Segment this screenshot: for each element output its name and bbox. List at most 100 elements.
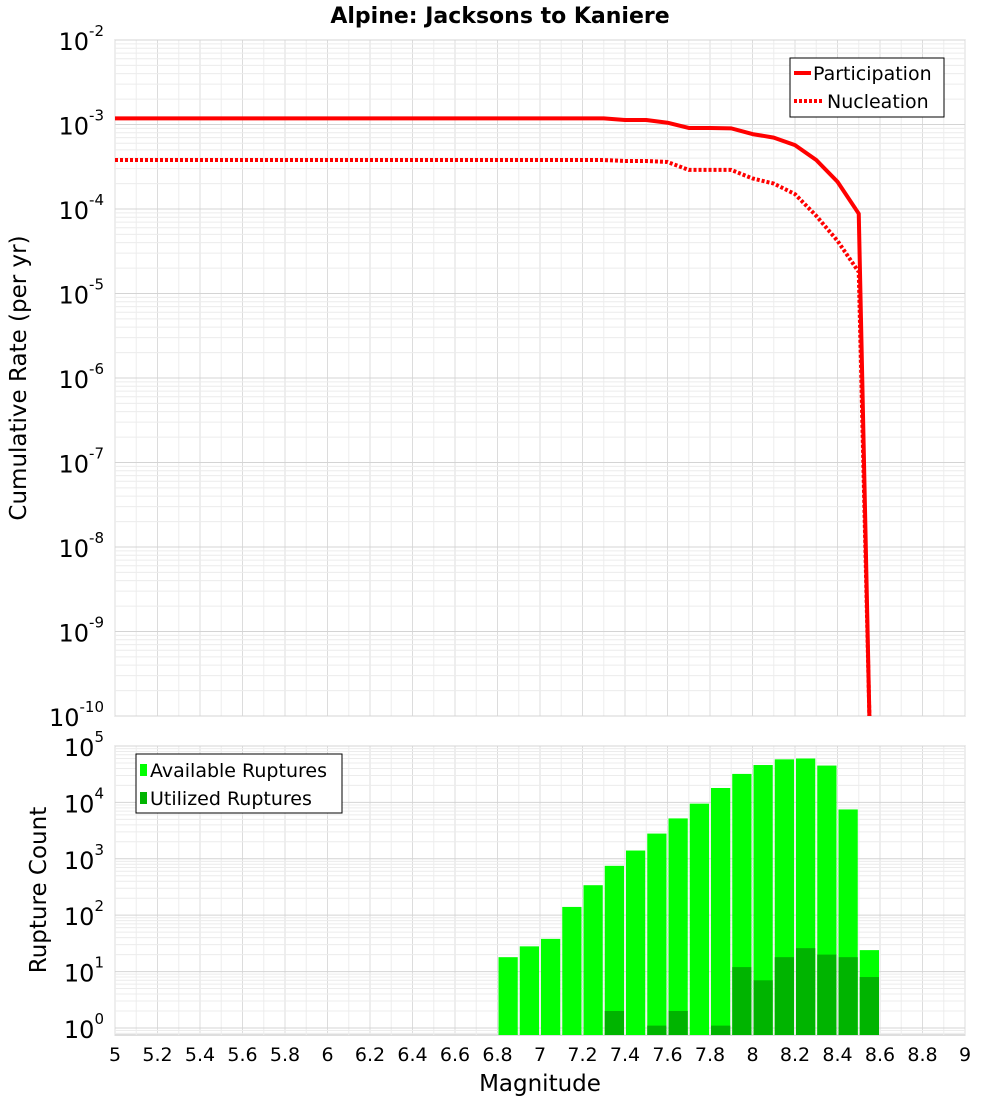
- utilized-ruptures-bar: [604, 1010, 624, 1035]
- rupture-y-tick-label: 101: [64, 954, 104, 988]
- x-tick-label: 8.8: [907, 1044, 937, 1066]
- rate-y-tick-label: 10-10: [49, 698, 104, 732]
- rate-plot-legend: Participation Nucleation: [789, 57, 945, 118]
- rupture-y-tick-exponent: 4: [94, 784, 104, 802]
- utilized-ruptures-bar: [668, 1010, 688, 1035]
- participation-legend-label: Participation: [813, 63, 932, 85]
- rate-y-tick-base: 10: [58, 28, 89, 56]
- x-tick-label: 5: [109, 1044, 121, 1066]
- available-ruptures-bar: [519, 946, 539, 1035]
- rate-y-tick-base: 10: [58, 197, 89, 225]
- rupture-y-tick-label: 102: [64, 897, 104, 931]
- rate-y-tick-label: 10-9: [58, 614, 104, 648]
- rate-y-tick-exponent: -4: [89, 191, 104, 209]
- rate-y-tick-label: 10-7: [58, 445, 104, 479]
- available-ruptures-bar: [562, 906, 582, 1035]
- x-tick-label: 7: [534, 1044, 546, 1066]
- rate-y-tick-exponent: -3: [89, 107, 104, 125]
- available-ruptures-bar: [668, 818, 688, 1035]
- x-tick-label: 7.6: [652, 1044, 682, 1066]
- chart-title: Alpine: Jacksons to Kaniere: [330, 4, 669, 29]
- utilized-ruptures-bar: [774, 957, 794, 1035]
- x-tick-label: 8.2: [780, 1044, 810, 1066]
- rate-y-tick-label: 10-4: [58, 191, 104, 225]
- available-ruptures-bar: [689, 803, 709, 1035]
- x-tick-label: 8.4: [822, 1044, 852, 1066]
- rupture-y-tick-exponent: 2: [94, 897, 104, 915]
- utilized-ruptures-bar: [647, 1025, 667, 1035]
- utilized-ruptures-bar: [753, 980, 773, 1035]
- rupture-y-tick-base: 10: [64, 960, 95, 988]
- rupture-y-tick-base: 10: [64, 790, 95, 818]
- x-tick-label: 9: [959, 1044, 971, 1066]
- available-ruptures-bar: [753, 765, 773, 1035]
- rate-y-tick-exponent: -5: [89, 276, 104, 294]
- rate-y-tick-exponent: -10: [80, 698, 105, 716]
- x-tick-label: 8: [746, 1044, 758, 1066]
- rate-plot-grid: [114, 39, 966, 717]
- rate-legend-box: [789, 57, 945, 118]
- rate-plot-y-axis-label: Cumulative Rate (per yr): [6, 235, 32, 520]
- utilized-legend-label: Utilized Ruptures: [150, 788, 312, 810]
- rupture-y-tick-exponent: 5: [94, 728, 104, 746]
- rupture-y-tick-base: 10: [64, 903, 95, 931]
- rate-y-tick-exponent: -6: [89, 360, 104, 378]
- available-legend-label: Available Ruptures: [150, 760, 327, 782]
- x-tick-label: 6.6: [440, 1044, 470, 1066]
- rupture-plot-legend: Available Ruptures Utilized Ruptures: [135, 753, 343, 814]
- x-tick-label: 6.2: [355, 1044, 385, 1066]
- x-tick-label: 5.2: [142, 1044, 172, 1066]
- x-tick-label: 6: [321, 1044, 333, 1066]
- rate-y-tick-exponent: -8: [89, 529, 104, 547]
- x-tick-label: 7.4: [610, 1044, 640, 1066]
- rate-y-tick-base: 10: [58, 366, 89, 394]
- x-tick-label: 6.8: [482, 1044, 512, 1066]
- rate-y-tick-base: 10: [58, 113, 89, 141]
- rate-y-tick-label: 10-5: [58, 276, 104, 310]
- rate-plot-series: [115, 116, 872, 717]
- available-ruptures-bar: [647, 833, 667, 1035]
- rate-y-tick-base: 10: [49, 704, 80, 732]
- rate-y-tick-exponent: -2: [89, 22, 104, 40]
- x-tick-label: 8.6: [865, 1044, 895, 1066]
- nucleation-legend-label: Nucleation: [827, 91, 929, 113]
- rate-y-tick-base: 10: [58, 535, 89, 563]
- x-tick-label: 7.2: [567, 1044, 597, 1066]
- rupture-plot-bars: [498, 758, 879, 1035]
- available-ruptures-bar: [541, 938, 561, 1035]
- rupture-plot-y-axis-label: Rupture Count: [26, 807, 52, 973]
- rupture-y-tick-exponent: 3: [94, 841, 104, 859]
- rupture-y-tick-base: 10: [64, 1016, 95, 1044]
- x-axis-label: Magnitude: [479, 1071, 601, 1097]
- utilized-legend-swatch: [140, 792, 147, 804]
- rupture-y-tick-label: 104: [64, 784, 104, 818]
- utilized-ruptures-bar: [817, 954, 837, 1035]
- rate-y-tick-exponent: -9: [89, 614, 104, 632]
- x-tick-label: 5.4: [185, 1044, 215, 1066]
- rate-y-tick-label: 10-6: [58, 360, 104, 394]
- x-tick-label: 7.8: [695, 1044, 725, 1066]
- rupture-y-tick-base: 10: [64, 734, 95, 762]
- utilized-ruptures-bar: [796, 948, 816, 1035]
- rate-y-tick-label: 10-3: [58, 107, 104, 141]
- available-ruptures-bar: [604, 865, 624, 1035]
- available-ruptures-bar: [583, 885, 603, 1035]
- available-ruptures-bar: [626, 850, 646, 1035]
- rupture-plot-x-ticks: 5 5.2 5.4 5.6 5.8 6 6.2 6.4 6.6 6.8 7 7.2 7.4 7.6 7.8 8…: [109, 1044, 971, 1066]
- rupture-y-tick-label: 103: [64, 841, 104, 875]
- x-tick-label: 5.8: [270, 1044, 300, 1066]
- available-legend-swatch: [140, 764, 147, 776]
- utilized-ruptures-bar: [732, 967, 752, 1035]
- available-ruptures-bar: [711, 788, 731, 1035]
- nucleation-line: [115, 158, 872, 717]
- participation-line: [115, 116, 872, 717]
- rate-y-tick-label: 10-2: [58, 22, 104, 56]
- x-tick-label: 6.4: [397, 1044, 427, 1066]
- rate-y-tick-base: 10: [58, 282, 89, 310]
- rate-y-tick-base: 10: [58, 451, 89, 479]
